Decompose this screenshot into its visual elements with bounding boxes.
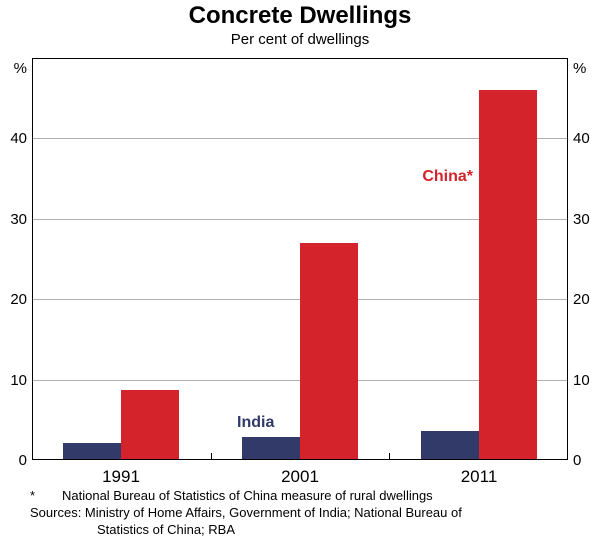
y-tick-left-0: 0	[18, 452, 27, 469]
plot-frame	[32, 58, 568, 460]
chart-title: Concrete Dwellings	[188, 2, 412, 29]
y-tick-right-40: 40	[573, 130, 590, 147]
y-tick-right-10: 10	[573, 372, 590, 389]
gridline-40	[33, 138, 567, 139]
bar-china-1991	[121, 390, 179, 460]
annotation-china: China*	[422, 168, 473, 185]
bar-china-2001	[300, 243, 358, 460]
x-axis-label-2011: 2011	[460, 467, 498, 486]
x-axis-tick-1	[211, 453, 212, 460]
x-axis-label-1991: 1991	[102, 467, 140, 486]
footnote-marker: *	[30, 488, 36, 503]
bar-india-2001	[242, 437, 300, 460]
y-tick-left-40: 40	[10, 130, 27, 147]
footnote-text: National Bureau of Statistics of China m…	[62, 488, 433, 503]
footnote-sources: Sources: Ministry of Home Affairs, Gover…	[30, 504, 590, 538]
bar-india-2011	[421, 431, 479, 460]
sources-line-1: Sources: Ministry of Home Affairs, Gover…	[30, 505, 462, 520]
footnote-asterisk: * National Bureau of Statistics of China…	[30, 487, 590, 504]
x-axis-tick-2	[389, 453, 390, 460]
y-axis-unit-left: %	[13, 60, 27, 77]
footnotes: * National Bureau of Statistics of China…	[30, 487, 590, 538]
sources-line-2: Statistics of China; RBA	[97, 522, 235, 537]
gridline-30	[33, 219, 567, 220]
bar-china-2011	[479, 90, 537, 460]
annotation-india: India	[237, 414, 275, 431]
x-axis-label-2001: 2001	[281, 467, 319, 486]
y-tick-right-30: 30	[573, 211, 590, 228]
y-tick-right-20: 20	[573, 291, 590, 308]
y-tick-left-10: 10	[10, 372, 27, 389]
chart-subtitle: Per cent of dwellings	[230, 31, 370, 48]
y-axis-unit-right: %	[573, 60, 587, 77]
y-tick-left-20: 20	[10, 291, 27, 308]
y-tick-right-0: 0	[573, 452, 582, 469]
y-tick-left-30: 30	[10, 211, 27, 228]
bar-india-1991	[63, 443, 121, 460]
